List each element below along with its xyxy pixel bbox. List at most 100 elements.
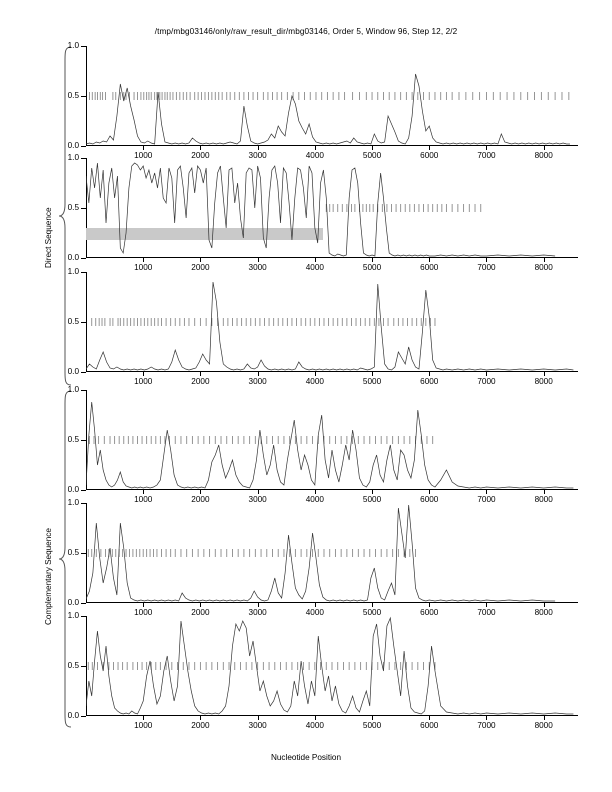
x-tick-label: 4000 — [305, 495, 324, 504]
x-tick-label: 8000 — [534, 721, 553, 730]
x-tick — [200, 603, 202, 607]
panel-frame-2-complementary: 0.0 0.5 1.0 1000 2000 3000 4000 5000 6000 7000 800… — [68, 498, 578, 617]
x-tick-label: 2000 — [191, 377, 210, 386]
x-tick-label: 8000 — [534, 151, 553, 160]
y-tick — [81, 503, 86, 504]
x-tick-label: 4000 — [305, 377, 324, 386]
x-tick — [143, 258, 145, 262]
x-tick — [143, 716, 145, 720]
trace-layer — [86, 162, 556, 257]
x-tick-label: 2000 — [191, 263, 210, 272]
x-tick-label: 3000 — [248, 608, 267, 617]
y-tick — [81, 390, 86, 391]
x-tick-label: 2000 — [191, 608, 210, 617]
y-tick-label: 0.5 — [67, 91, 79, 100]
x-tick-label: 5000 — [362, 377, 382, 386]
x-tick-label: 4000 — [305, 721, 324, 730]
data-trace — [86, 162, 556, 257]
y-tick — [81, 372, 86, 373]
group-label-complementary-sequence: Complementary Sequence — [44, 528, 53, 625]
y-tick — [81, 46, 86, 47]
x-tick-label: 7000 — [477, 263, 496, 272]
trace-layer — [86, 616, 574, 715]
x-tick-label: 8000 — [534, 608, 553, 617]
x-tick-label: 3000 — [248, 721, 267, 730]
x-tick — [372, 490, 374, 494]
x-tick — [543, 146, 545, 150]
x-tick-label: 6000 — [420, 377, 439, 386]
y-tick-label: 1.0 — [67, 498, 79, 507]
x-tick-label: 1000 — [134, 151, 153, 160]
x-tick — [257, 372, 259, 376]
x-tick — [429, 258, 431, 262]
x-tick — [486, 372, 488, 376]
x-tick — [314, 258, 316, 262]
x-tick-label: 5000 — [362, 721, 382, 730]
data-trace — [86, 73, 570, 145]
y-tick-label: 1.0 — [67, 267, 79, 276]
data-trace — [86, 504, 556, 602]
y-tick-label: 0.0 — [67, 711, 79, 720]
x-tick-label: 1000 — [134, 377, 153, 386]
x-tick-label: 8000 — [534, 263, 553, 272]
x-tick — [257, 603, 259, 607]
x-tick — [543, 372, 545, 376]
x-tick — [543, 490, 545, 494]
x-tick — [486, 258, 488, 262]
trace-layer — [86, 281, 574, 371]
x-tick — [372, 603, 374, 607]
y-tick-label: 1.0 — [67, 41, 79, 50]
panel-frame — [86, 616, 578, 716]
panel-frame — [86, 390, 578, 490]
x-tick — [200, 716, 202, 720]
x-tick-label: 6000 — [420, 608, 439, 617]
y-tick — [81, 616, 86, 617]
y-tick-label: 1.0 — [67, 153, 79, 162]
stop-codon-markers — [87, 662, 436, 670]
x-tick — [486, 490, 488, 494]
x-tick-label: 2000 — [191, 151, 210, 160]
x-tick-label: 7000 — [477, 377, 496, 386]
trace-layer — [86, 401, 574, 489]
page-title: /tmp/mbg03146/only/raw_result_dir/mbg031… — [154, 27, 458, 36]
panel-frame-2-direct: 0.0 0.5 1.0 1000 2000 3000 4000 5000 6000 7000 800… — [68, 153, 578, 272]
x-tick — [543, 603, 545, 607]
panel-frame — [86, 46, 578, 146]
data-trace — [86, 616, 574, 715]
y-tick — [81, 440, 86, 441]
x-tick — [143, 490, 145, 494]
y-tick-label: 0.0 — [67, 598, 79, 607]
x-tick-label: 6000 — [420, 721, 439, 730]
stop-codon-markers — [88, 92, 570, 100]
trace-layer — [86, 73, 570, 145]
y-tick — [81, 553, 86, 554]
x-tick-label: 3000 — [248, 377, 267, 386]
y-tick — [81, 158, 86, 159]
x-tick-label: 6000 — [420, 151, 439, 160]
y-tick-label: 0.0 — [67, 367, 79, 376]
x-tick — [314, 490, 316, 494]
x-tick — [200, 258, 202, 262]
trace-layer — [86, 504, 556, 602]
panel-frame-3-direct: 0.0 0.5 1.0 1000 2000 3000 4000 5000 6000 7000 800… — [68, 267, 578, 386]
panel-frame-1-direct: 0.0 0.5 1.0 1000 2000 3000 4000 5000 6000 7000 800… — [68, 41, 578, 160]
x-tick — [143, 603, 145, 607]
x-tick-label: 7000 — [477, 721, 496, 730]
x-tick — [429, 603, 431, 607]
x-tick — [543, 258, 545, 262]
x-tick-label: 6000 — [420, 495, 439, 504]
x-tick — [486, 146, 488, 150]
y-tick-label: 0.5 — [67, 317, 79, 326]
x-tick-label: 3000 — [248, 263, 267, 272]
x-tick-label: 6000 — [420, 263, 439, 272]
x-tick-label: 5000 — [362, 151, 382, 160]
y-tick — [81, 490, 86, 491]
x-tick-label: 3000 — [248, 495, 267, 504]
x-tick — [372, 146, 374, 150]
x-tick-label: 2000 — [191, 721, 210, 730]
y-tick-label: 0.0 — [67, 485, 79, 494]
y-tick-label: 0.5 — [67, 203, 79, 212]
y-tick — [81, 146, 86, 147]
y-tick — [81, 716, 86, 717]
x-tick — [543, 716, 545, 720]
